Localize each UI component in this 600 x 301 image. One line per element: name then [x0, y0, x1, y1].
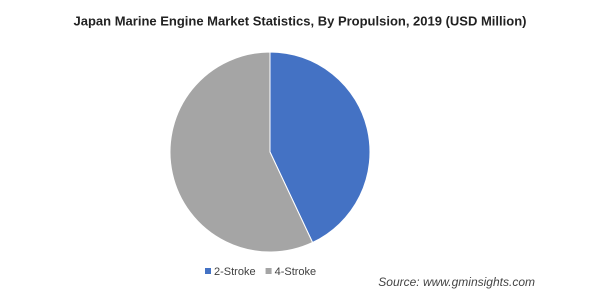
pie-slice — [169, 51, 314, 253]
source-note: Source: www.gminsights.com — [378, 275, 535, 289]
legend-swatch — [205, 268, 211, 274]
pie-slice — [269, 51, 371, 244]
chart-title: Japan Marine Engine Market Statistics, B… — [74, 13, 527, 28]
legend-swatch — [265, 268, 272, 274]
legend-label: 2-Stroke — [214, 266, 256, 278]
legend-label: 4-Stroke — [275, 266, 317, 278]
